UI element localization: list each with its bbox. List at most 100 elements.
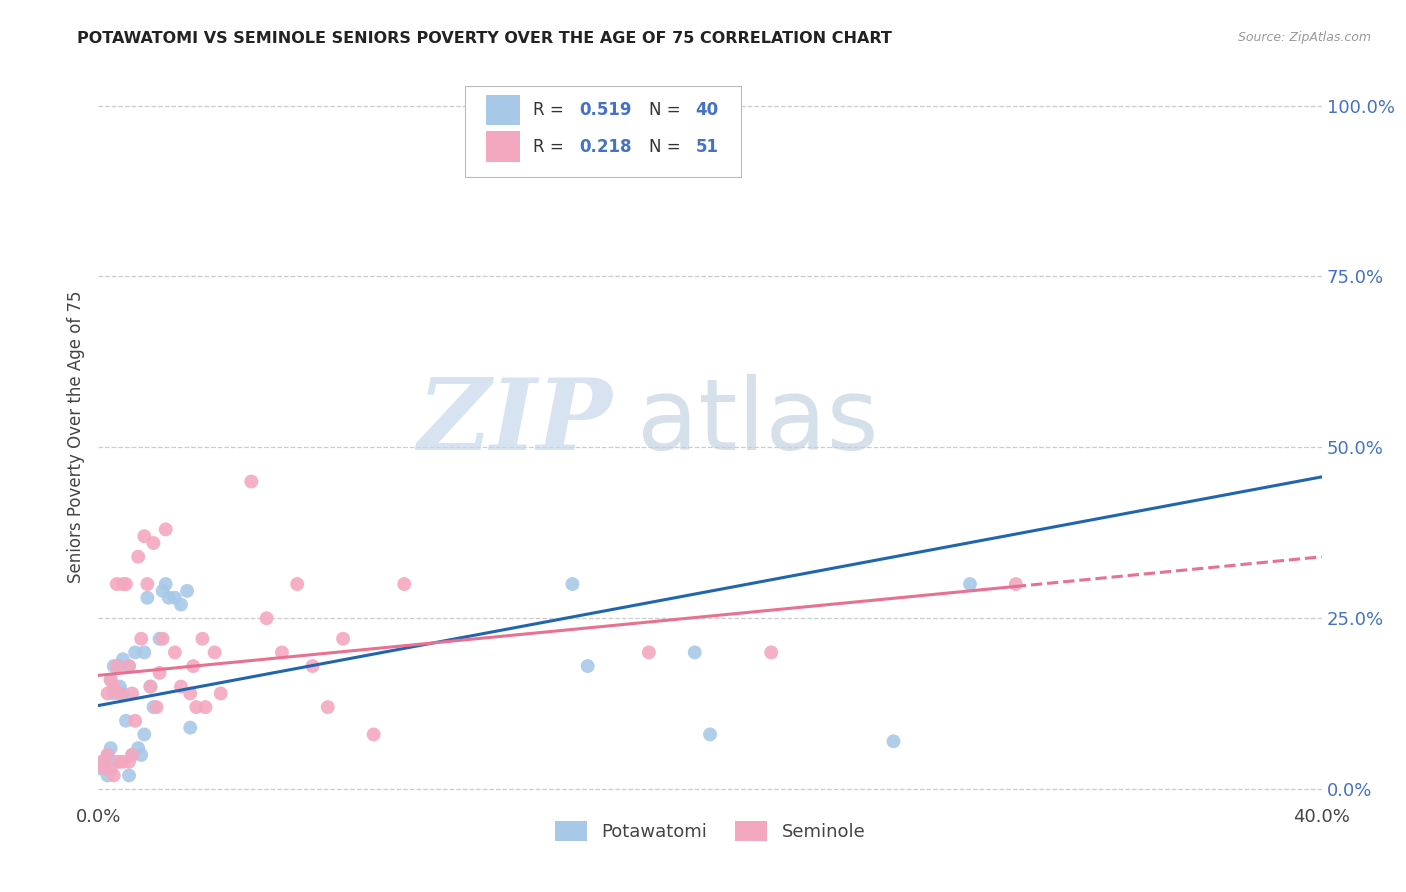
Point bbox=[90, 762, 112, 776]
Point bbox=[155, 577, 177, 591]
Point bbox=[111, 577, 134, 591]
Point bbox=[124, 645, 146, 659]
Point bbox=[683, 645, 706, 659]
Point bbox=[100, 762, 122, 776]
Point bbox=[170, 598, 193, 612]
Point bbox=[108, 659, 131, 673]
Point bbox=[139, 680, 162, 694]
Point bbox=[163, 645, 186, 659]
Point bbox=[121, 686, 143, 700]
FancyBboxPatch shape bbox=[465, 86, 741, 178]
Point bbox=[301, 659, 323, 673]
Point bbox=[152, 632, 174, 646]
Point bbox=[118, 659, 141, 673]
Text: 51: 51 bbox=[696, 137, 718, 156]
Point bbox=[134, 645, 156, 659]
Point bbox=[136, 577, 159, 591]
Point bbox=[155, 522, 177, 536]
Point bbox=[136, 591, 159, 605]
Text: R =: R = bbox=[533, 101, 568, 120]
Point bbox=[149, 665, 172, 680]
Point bbox=[139, 680, 162, 694]
Point bbox=[90, 755, 112, 769]
Point bbox=[124, 714, 146, 728]
Point bbox=[118, 768, 141, 782]
Point bbox=[285, 577, 308, 591]
Point bbox=[256, 611, 278, 625]
Point bbox=[637, 645, 661, 659]
Point bbox=[392, 577, 416, 591]
Bar bbox=[486, 131, 520, 162]
Point bbox=[142, 536, 165, 550]
Point bbox=[100, 673, 122, 687]
Point bbox=[149, 632, 172, 646]
Point bbox=[176, 583, 198, 598]
Point bbox=[105, 659, 128, 673]
Y-axis label: Seniors Poverty Over the Age of 75: Seniors Poverty Over the Age of 75 bbox=[66, 291, 84, 583]
Point bbox=[316, 700, 339, 714]
Point bbox=[152, 583, 174, 598]
Text: Source: ZipAtlas.com: Source: ZipAtlas.com bbox=[1237, 31, 1371, 45]
Point bbox=[1004, 577, 1026, 591]
Text: ZIP: ZIP bbox=[418, 375, 612, 471]
Point bbox=[142, 700, 165, 714]
Text: R =: R = bbox=[533, 137, 568, 156]
Point bbox=[111, 755, 134, 769]
Point bbox=[191, 632, 214, 646]
Point bbox=[108, 755, 131, 769]
Point bbox=[103, 768, 125, 782]
Text: N =: N = bbox=[648, 101, 686, 120]
Point bbox=[97, 747, 120, 762]
Point bbox=[105, 577, 128, 591]
Point bbox=[270, 645, 292, 659]
Point bbox=[105, 755, 128, 769]
Point bbox=[240, 475, 263, 489]
Bar bbox=[486, 95, 520, 126]
Point bbox=[97, 747, 120, 762]
Point bbox=[134, 529, 156, 543]
Point bbox=[332, 632, 354, 646]
Text: atlas: atlas bbox=[637, 374, 879, 471]
Point bbox=[129, 632, 152, 646]
Point bbox=[100, 741, 122, 756]
Point bbox=[363, 727, 385, 741]
Point bbox=[129, 747, 152, 762]
Point bbox=[959, 577, 981, 591]
Text: 0.519: 0.519 bbox=[579, 101, 631, 120]
Point bbox=[561, 577, 583, 591]
Point bbox=[145, 700, 167, 714]
Point bbox=[163, 591, 186, 605]
Point bbox=[209, 686, 232, 700]
Point bbox=[111, 686, 134, 700]
Point bbox=[204, 645, 226, 659]
Point bbox=[157, 591, 180, 605]
Point bbox=[186, 700, 208, 714]
Point bbox=[576, 659, 599, 673]
Point bbox=[759, 645, 782, 659]
Point bbox=[103, 680, 125, 694]
Point bbox=[115, 714, 138, 728]
Point bbox=[97, 686, 120, 700]
Point bbox=[127, 549, 149, 564]
Point bbox=[179, 686, 201, 700]
Point bbox=[883, 734, 905, 748]
Legend: Potawatomi, Seminole: Potawatomi, Seminole bbox=[547, 814, 873, 848]
Text: N =: N = bbox=[648, 137, 686, 156]
Point bbox=[108, 686, 131, 700]
Point bbox=[170, 680, 193, 694]
Point bbox=[97, 768, 120, 782]
Point bbox=[118, 659, 141, 673]
Point bbox=[93, 755, 115, 769]
Text: 40: 40 bbox=[696, 101, 718, 120]
Point bbox=[108, 680, 131, 694]
Point bbox=[93, 762, 115, 776]
Point bbox=[134, 727, 156, 741]
Text: POTAWATOMI VS SEMINOLE SENIORS POVERTY OVER THE AGE OF 75 CORRELATION CHART: POTAWATOMI VS SEMINOLE SENIORS POVERTY O… bbox=[77, 31, 893, 46]
Point bbox=[111, 652, 134, 666]
Point bbox=[100, 673, 122, 687]
Point bbox=[121, 747, 143, 762]
Point bbox=[181, 659, 204, 673]
Point bbox=[127, 741, 149, 756]
Point bbox=[121, 747, 143, 762]
Point bbox=[179, 721, 201, 735]
